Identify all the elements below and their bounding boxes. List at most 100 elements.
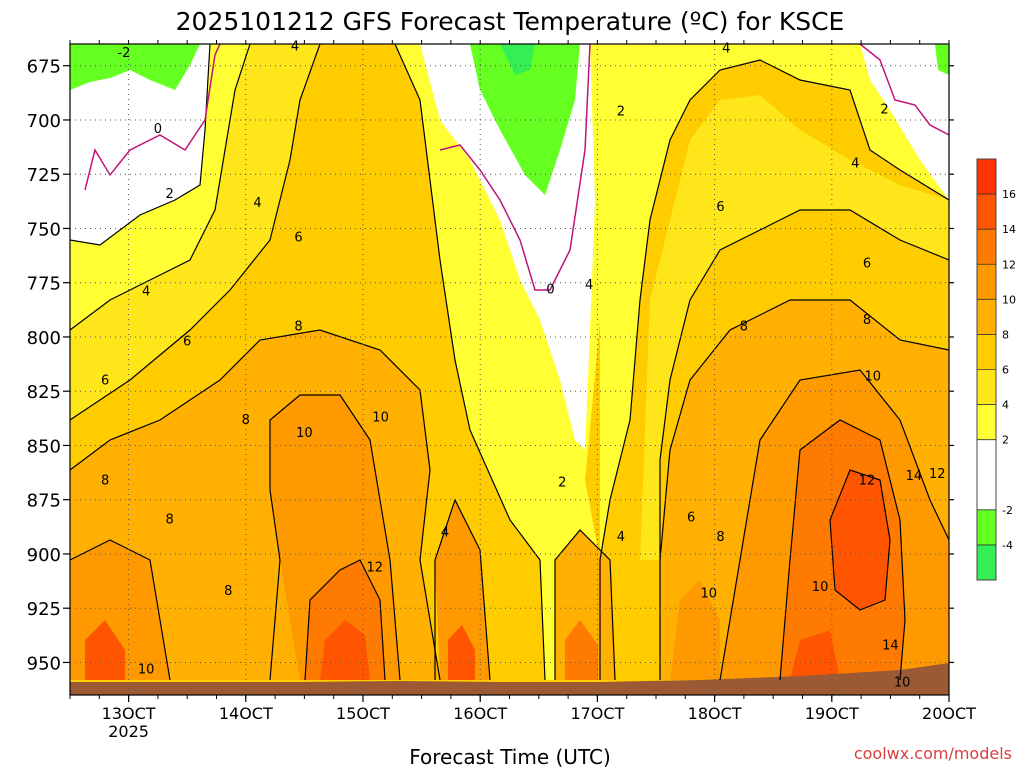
contour-label: 8 [165,513,173,528]
contour-line [554,529,616,681]
colorbar-label: 12 [1002,258,1016,271]
contour-label: 6 [687,510,695,525]
contour-label: 0 [546,283,554,298]
contour-label: 14 [882,638,899,653]
contour-label: 0 [154,122,162,137]
colorbar-segment [977,229,996,265]
contour-label: 10 [812,580,829,595]
colorbar-label: -4 [1002,539,1013,552]
x-tick-label: 19OCT [805,704,859,723]
contour-line [659,299,949,680]
y-tick-label: 775 [27,274,61,295]
x-tick-label: 18OCT [688,704,742,723]
contour-label: 4 [851,157,859,172]
y-tick-label: 700 [27,111,61,132]
fill-hot-left-bottom [85,620,125,680]
colorbar-segment [977,194,996,230]
contour-label: 12 [929,467,946,482]
contour-label: 4 [253,196,261,211]
fill-hot-mid2 [565,620,598,680]
colorbar-label: 8 [1002,328,1009,341]
colorbar-segment [977,509,996,545]
contour-label: 8 [224,584,232,599]
y-tick-label: 675 [27,57,61,78]
contour-label: -2 [117,46,130,61]
zero-contour-mid [439,44,591,291]
y-tick-label: 875 [27,491,61,512]
contour-line [70,44,251,331]
watermark: coolwx.com/models [854,744,1012,763]
x-tick-label: 15OCT [336,704,390,723]
fill-hot-mid1 [448,625,475,680]
contour-labels: -2 0 2 4 4 4 6 6 6 8 8 8 8 8 10 10 12 10 0 2 4 4 2 4 2 4 6 6 8 8 10 12 1… [101,40,946,691]
ground-surface [70,663,949,695]
contour-line [70,329,441,681]
contour-label: 4 [291,40,299,55]
colorbar-segment [977,404,996,440]
zero-contour-lines [84,44,949,291]
fill-14to16-left [320,620,370,680]
colorbar: -4 -2 2 4 6 8 10 12 14 16 [976,158,1016,581]
colorbar-segment [977,544,996,580]
x-tick-label: 17OCT [570,704,624,723]
contour-label: 4 [722,42,730,57]
fill-warm-right-low [670,580,720,680]
contour-line [70,539,171,681]
colorbar-segment [977,159,996,195]
fill-green-right [935,44,949,75]
colorbar-label: 16 [1002,188,1016,201]
contour-line [269,394,401,681]
x-tick-label: 20OCT [922,704,976,723]
contour-label: 10 [372,411,389,426]
y-tick-label: 825 [27,382,61,403]
contour-label: 2 [880,102,888,117]
contour-label: 4 [617,530,625,545]
colorbar-label: -2 [1002,504,1013,517]
colorbar-segment [977,299,996,335]
fill-warm-mid1 [435,500,490,680]
contour-label: 6 [183,335,191,350]
contour-label: 10 [894,675,911,690]
contour-label: 4 [142,285,150,300]
x-tick-label: 13OCT [102,704,156,723]
contour-line [829,469,891,611]
contour-label: 12 [859,474,876,489]
contour-label: 8 [863,313,871,328]
fill-14to16-right-bottom [790,630,840,680]
y-tick-label: 850 [27,436,61,457]
contour-line [394,44,546,681]
contour-label: 2 [617,105,625,120]
colorbar-label: 10 [1002,293,1016,306]
fill-green-mid-dark [500,44,535,75]
contour-line [719,369,949,681]
colorbar-segment [977,439,996,510]
y-tick-label: 800 [27,328,61,349]
contour-label: 8 [294,319,302,334]
contour-lines [70,44,949,681]
colorbar-segment [977,334,996,370]
contour-label: 2 [558,476,566,491]
fill-green-left [70,44,200,90]
contour-label: 10 [700,586,717,601]
contour-label: 8 [101,474,109,489]
colorbar-label: 2 [1002,434,1009,447]
contour-line [70,44,211,246]
colorbar-segment [977,369,996,405]
contour-label: 6 [101,374,109,389]
contour-label: 6 [294,230,302,245]
x-tick-label: 16OCT [453,704,507,723]
contour-label: 8 [740,319,748,334]
fill-4to6-right [640,95,949,560]
contour-label: 10 [296,426,313,441]
zero-contour-left [84,44,221,191]
x-tick-label: 14OCT [219,704,273,723]
zero-contour-right [859,44,949,136]
y-tick-label: 925 [27,599,61,620]
chart-title: 2025101212 GFS Forecast Temperature (ºC)… [176,7,845,36]
contour-label: 10 [138,662,155,677]
contour-label: 2 [165,187,173,202]
plot-area [70,44,949,695]
contour-label: 6 [716,200,724,215]
